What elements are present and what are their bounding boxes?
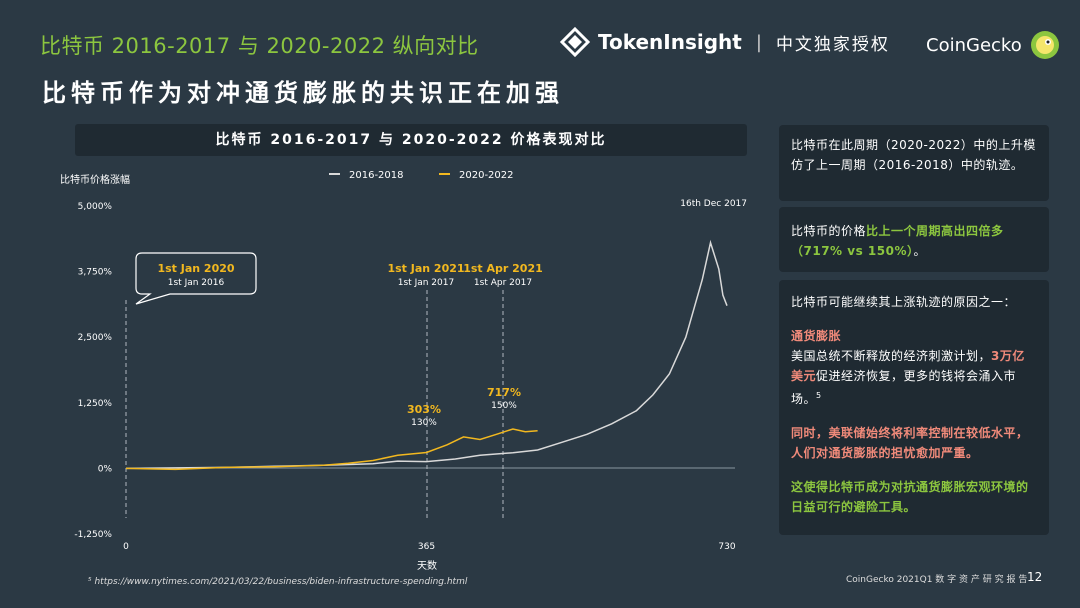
y-tick-label: 2,500% bbox=[78, 333, 113, 343]
chart-title: 比特币 2016-2017 与 2020-2022 价格表现对比 bbox=[75, 124, 747, 156]
data-label-303: 303% bbox=[407, 403, 441, 416]
tokeninsight-brand: TokenInsight | 中文独家授权 bbox=[560, 27, 890, 57]
card2-highlight: 比上一个周期高出四倍多 bbox=[866, 224, 1004, 238]
price-chart: 比特币价格涨幅 2016-2018 2020-2022 5,000% 3,750%… bbox=[60, 170, 747, 572]
card3-footnote-ref: 5 bbox=[816, 391, 822, 400]
insight-card-reasons: 比特币可能继续其上涨轨迹的原因之一： 通货膨胀 美国总统不断释放的经济刺激计划，… bbox=[779, 280, 1049, 535]
footnote-source: ⁵ https://www.nytimes.com/2021/03/22/bus… bbox=[88, 577, 468, 587]
y-axis-label: 比特币价格涨幅 bbox=[60, 173, 130, 186]
x-axis-ticks: 0 365 730 bbox=[123, 542, 736, 552]
y-tick-label: 5,000% bbox=[78, 202, 113, 212]
section-title: 比特币 2016-2017 与 2020-2022 纵向对比 bbox=[40, 34, 479, 58]
data-label-717: 717% bbox=[487, 386, 521, 399]
coingecko-name: CoinGecko bbox=[926, 34, 1022, 56]
y-tick-label: -1,250% bbox=[74, 530, 112, 540]
peak-label: 16th Dec 2017 bbox=[680, 199, 747, 209]
card2-pre: 比特币的价格 bbox=[791, 224, 867, 238]
insight-card-comparison: 比特币的价格比上一个周期高出四倍多 （717% vs 150%）。 bbox=[779, 207, 1049, 272]
label-apr2017: 1st Apr 2017 bbox=[474, 278, 532, 288]
data-label-150: 150% bbox=[491, 401, 517, 411]
label-jan2017: 1st Jan 2017 bbox=[398, 278, 454, 288]
card3-p1-pre: 美国总统不断释放的经济刺激计划， bbox=[791, 349, 992, 363]
x-axis-label: 天数 bbox=[417, 559, 437, 572]
brand-separator: | bbox=[755, 31, 762, 53]
report-name: CoinGecko 2021Q1 数 字 资 产 研 究 报 告 bbox=[846, 575, 1028, 585]
callout-jan2020: 1st Jan 2020 1st Jan 2016 bbox=[135, 252, 257, 305]
card3-intro: 比特币可能继续其上涨轨迹的原因之一： bbox=[791, 295, 1017, 309]
page-number: 12 bbox=[1027, 570, 1043, 584]
card3-paragraph2: 同时，美联储始终将利率控制在较低水平，人们对通货膨胀的担忧愈加严重。 bbox=[791, 426, 1029, 460]
label-jan2021: 1st Jan 2021 bbox=[387, 262, 464, 275]
callout-secondary-date: 1st Jan 2016 bbox=[168, 278, 225, 288]
card3-p1-post: 促进经济恢复，更多的钱将会涌入市场。 bbox=[791, 369, 1017, 406]
insight-card-trajectory: 比特币在此周期（2020-2022）中的上升模仿了上一周期（2016-2018）… bbox=[779, 125, 1049, 201]
callout-primary-date: 1st Jan 2020 bbox=[157, 262, 234, 275]
data-label-130: 130% bbox=[411, 418, 437, 428]
y-axis-ticks: 5,000% 3,750% 2,500% 1,250% 0% -1,250% bbox=[74, 202, 112, 540]
card3-heading: 通货膨胀 bbox=[791, 329, 842, 343]
card3-paragraph3: 这使得比特币成为对抗通货膨胀宏观环境的日益可行的避险工具。 bbox=[791, 480, 1029, 514]
tokeninsight-name: TokenInsight bbox=[598, 30, 742, 54]
callout-bubble bbox=[135, 252, 257, 305]
y-tick-label: 1,250% bbox=[78, 399, 113, 409]
y-tick-label: 0% bbox=[98, 464, 113, 474]
x-tick-label: 365 bbox=[418, 542, 435, 552]
legend-label-2020: 2020-2022 bbox=[459, 170, 514, 181]
card3-p1-highlight: 3万亿美元 bbox=[791, 349, 1025, 383]
x-tick-label: 730 bbox=[718, 542, 735, 552]
license-text: 中文独家授权 bbox=[775, 34, 890, 55]
series-line-2020 bbox=[125, 428, 538, 471]
card2-end: 。 bbox=[913, 244, 926, 258]
coingecko-brand: CoinGecko bbox=[926, 30, 1060, 60]
chart-legend: 2016-2018 2020-2022 bbox=[329, 170, 514, 181]
diamond-logo-icon bbox=[560, 27, 590, 57]
x-tick-label: 0 bbox=[123, 542, 129, 552]
card2-numbers: （717% vs 150%） bbox=[791, 244, 914, 258]
label-apr2021: 1st Apr 2021 bbox=[463, 262, 543, 275]
page-headline: 比特币作为对冲通货膨胀的共识正在加强 bbox=[42, 79, 564, 107]
card1-text: 比特币在此周期（2020-2022）中的上升模仿了上一周期（2016-2018）… bbox=[791, 138, 1036, 172]
y-tick-label: 3,750% bbox=[78, 268, 113, 278]
card3-paragraph1: 美国总统不断释放的经济刺激计划，3万亿美元促进经济恢复，更多的钱将会涌入市场。5 bbox=[791, 346, 1037, 409]
legend-label-2016: 2016-2018 bbox=[349, 170, 404, 181]
gecko-logo-icon bbox=[1030, 31, 1059, 59]
